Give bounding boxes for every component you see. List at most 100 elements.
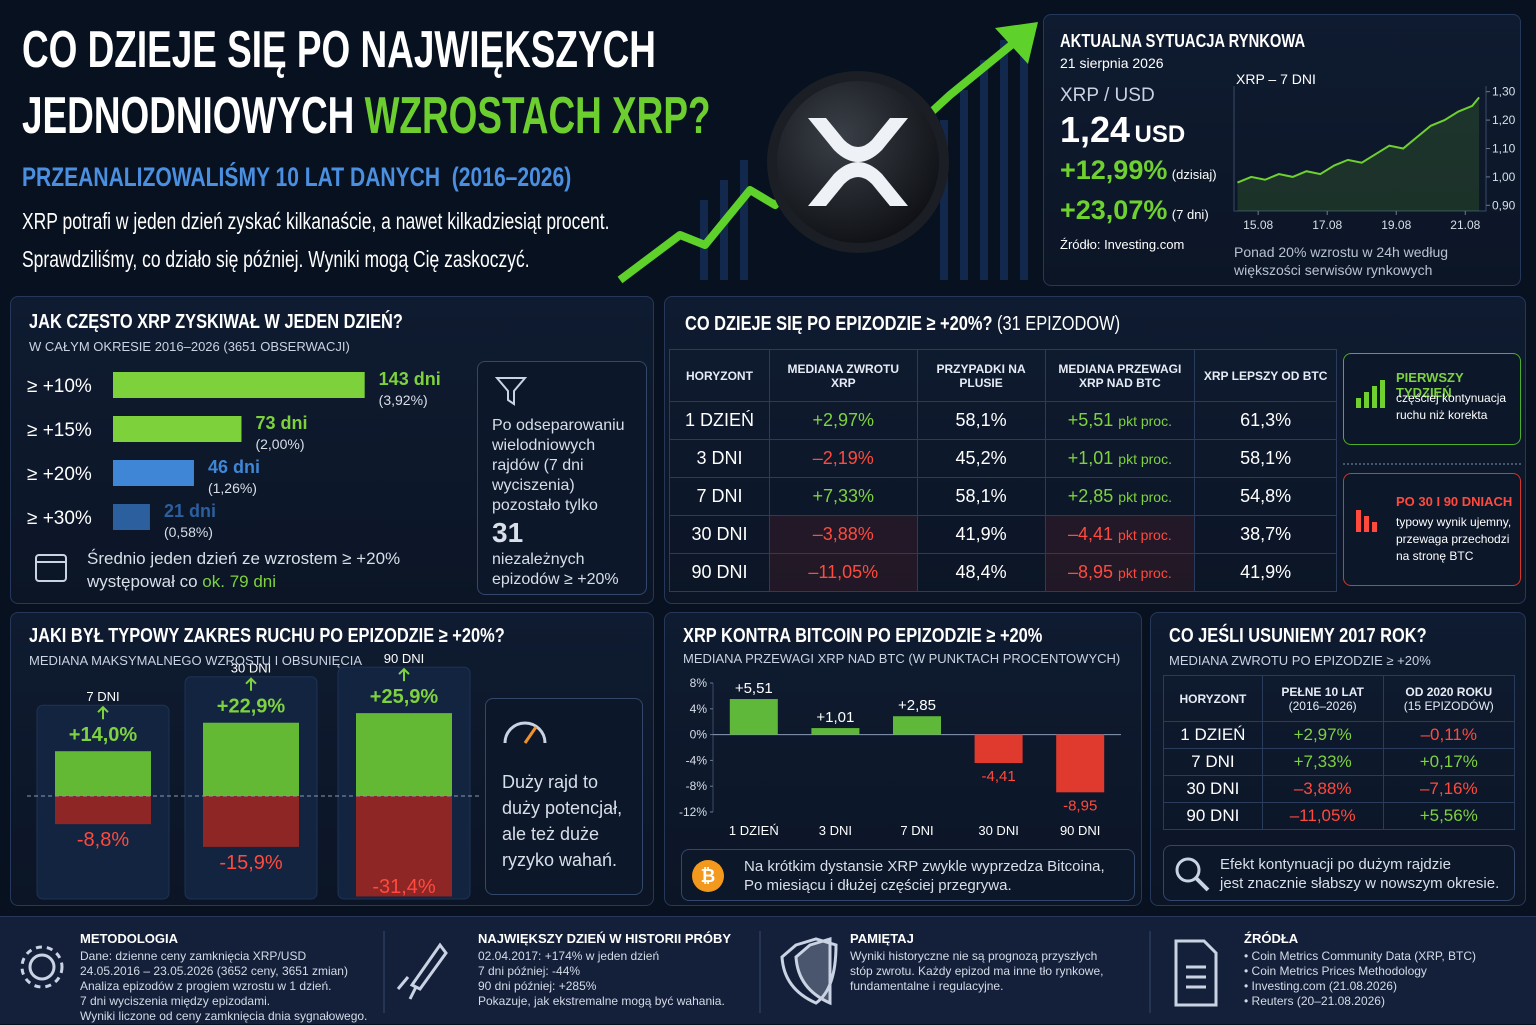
heading: JAKI BYŁ TYPOWY ZAKRES RUCHU PO EPIZODZI… bbox=[29, 625, 609, 648]
table-row: 90 DNI –11,05% +5,56% bbox=[1163, 802, 1516, 830]
bar bbox=[113, 504, 150, 530]
bar bbox=[729, 699, 778, 735]
bar-up bbox=[356, 713, 452, 796]
calendar-icon bbox=[35, 554, 67, 582]
gauge-icon bbox=[503, 721, 547, 744]
bar-down bbox=[55, 796, 151, 825]
edge-unit: pkt proc. bbox=[1118, 451, 1172, 467]
heading: XRP KONTRA BITCOIN PO EPIZODZIE ≥ +20% bbox=[683, 625, 1121, 648]
note-text: Na krótkim dystansie XRP zwykle wyprzedz… bbox=[744, 857, 1105, 895]
date: 21 sierpnia 2026 bbox=[1060, 55, 1164, 71]
horizon-cell: 1 DZIEŃ bbox=[1163, 721, 1263, 749]
value-label: +5,51 bbox=[735, 680, 773, 697]
value-label: +14,0% bbox=[69, 724, 138, 746]
median-cell: +7,33% bbox=[768, 477, 918, 516]
price-area bbox=[1237, 97, 1480, 211]
heading: CO JEŚLI USUNIEMY 2017 ROK? bbox=[1169, 625, 1483, 648]
edge-value: –8,95 bbox=[1067, 562, 1114, 582]
return-cell: –7,16% bbox=[1382, 775, 1516, 803]
separator bbox=[1343, 463, 1521, 465]
bar bbox=[113, 372, 365, 398]
return-cell: +0,17% bbox=[1382, 748, 1516, 776]
header-row: HORYZONT PEŁNE 10 LAT (2016–2026) OD 2020 R… bbox=[1163, 675, 1516, 722]
note-box: Efekt kontynuacji po dużym rajdzie jest … bbox=[1163, 845, 1515, 901]
y-tick-label: 1,00 bbox=[1492, 170, 1516, 184]
category-label: ≥ +20% bbox=[27, 464, 92, 485]
footer-block: METODOLOGIA Dane: dzienne ceny zamknięcia… bbox=[80, 931, 367, 1024]
change: +12,99% bbox=[1060, 155, 1168, 185]
note-highlight: ok. 79 dni bbox=[202, 572, 277, 591]
x-tick-label: 15.08 bbox=[1243, 218, 1273, 232]
x-tick-label: 30 DNI bbox=[978, 823, 1018, 838]
icon-shape bbox=[494, 377, 528, 406]
frequency-chart: ≥ +10% 143 dni (3,92%) ≥ +15% 73 dni (2,00%) ≥… bbox=[27, 369, 441, 540]
table-row: 3 DNI –2,19% 45,2% +1,01 pkt proc. 58,1% bbox=[669, 439, 1337, 478]
footer-line: stóp zwrotu. Każdy epizod ma inne tło ry… bbox=[850, 964, 1104, 978]
horizon-cell: 30 DNI bbox=[1163, 775, 1263, 803]
column-header: HORYZONT bbox=[669, 349, 770, 402]
filter-icon bbox=[494, 377, 528, 406]
better-cell: 54,8% bbox=[1194, 477, 1337, 516]
median-cell: +2,97% bbox=[768, 401, 918, 440]
value-label: +25,9% bbox=[370, 686, 439, 708]
share-label: (0,58%) bbox=[164, 524, 213, 540]
table-row: 7 DNI +7,33% +0,17% bbox=[1163, 748, 1516, 776]
value-label: 46 dni bbox=[208, 457, 260, 477]
footer-block: PAMIĘTAJ Wyniki historyczne nie są progno… bbox=[850, 931, 1103, 994]
bar bbox=[893, 716, 941, 735]
heading-wrap: CO DZIEJE SIĘ PO EPIZODZIE ≥ +20%? (31 E… bbox=[685, 313, 1120, 336]
heading-suffix: (31 EPIZODOW) bbox=[997, 313, 1121, 335]
price-line bbox=[1237, 96, 1480, 184]
y-tick-label: 1,10 bbox=[1492, 142, 1516, 156]
x-tick-label: 90 DNI bbox=[1060, 823, 1100, 838]
icon-shape bbox=[692, 860, 724, 892]
y-tick-label: -12% bbox=[679, 805, 707, 819]
header-line: (2016–2026) bbox=[1288, 698, 1357, 713]
subheading: MEDIANA ZWROTU PO EPIZODZIE ≥ +20% bbox=[1169, 653, 1431, 668]
better-cell: 38,7% bbox=[1194, 515, 1337, 554]
bar-down bbox=[203, 796, 299, 847]
no-2017-table: HORYZONT PEŁNE 10 LAT (2016–2026) OD 2020 R… bbox=[1163, 675, 1516, 830]
icon-glyph: ₿ bbox=[701, 866, 716, 886]
footer-title: NAJWIĘKSZY DZIEŃ W HISTORII PRÓBY bbox=[478, 931, 732, 946]
median-cell: –2,19% bbox=[768, 439, 918, 478]
footer-line: 90 dni później: +285% bbox=[478, 979, 597, 993]
return-cell: +2,97% bbox=[1261, 721, 1384, 749]
edge-value: +2,85 bbox=[1067, 486, 1114, 506]
icon-shape bbox=[523, 726, 538, 744]
price-row: 1,24 USD bbox=[1060, 109, 1185, 151]
footer-line: • Coin Metrics Prices Methodology bbox=[1244, 964, 1427, 978]
note-box: Duży rajd to duży potencjał, ale też duż… bbox=[485, 698, 643, 895]
heading-text: JAK CZĘSTO XRP ZYSKIWAŁ W JEDEN DZIEŃ? bbox=[29, 311, 403, 333]
footer-block: ŹRÓDŁA • Coin Metrics Community Data (XRP… bbox=[1244, 931, 1476, 1009]
up-arrow bbox=[398, 667, 410, 682]
vs-btc-panel: 8% 4% 0% -4% -8% -12% +5,51 1 DZIEŃ +1,01 3 DNI +2… bbox=[664, 612, 1142, 906]
bar bbox=[113, 416, 242, 442]
category-label: 30 DNI bbox=[231, 661, 271, 676]
chart-title: XRP – 7 DNI bbox=[1236, 71, 1316, 87]
title-line: JEDNODNIOWYCH WZROSTACH XRP? bbox=[22, 90, 992, 142]
intro: Sprawdziliśmy, co działo się później. Wy… bbox=[22, 246, 530, 272]
bitcoin-icon: ₿ bbox=[692, 860, 724, 892]
horizon-cell: 90 DNI bbox=[1163, 802, 1263, 830]
xrp-logo bbox=[808, 118, 908, 206]
y-tick-label: 0% bbox=[690, 728, 708, 742]
header-line: (15 EPIZODÓW) bbox=[1403, 698, 1494, 713]
side-number: 31 bbox=[492, 517, 524, 548]
bar-up bbox=[203, 722, 299, 796]
search-icon bbox=[1175, 857, 1210, 892]
callout-negative: PO 30 I 90 DNIACH typowy wynik ujemny, p… bbox=[1343, 473, 1521, 586]
episodes-panel: CO DZIEJE SIĘ PO EPIZODZIE ≥ +20%? (31 E… bbox=[664, 296, 1526, 604]
y-tick-label: 1,30 bbox=[1492, 85, 1516, 99]
subheading: W CAŁYM OKRESIE 2016–2026 (3651 OBSERWAC… bbox=[29, 339, 350, 354]
footer-line: Pokazuje, jak ekstremalne mogą być wahan… bbox=[478, 994, 725, 1008]
frequency-panel: JAK CZĘSTO XRP ZYSKIWAŁ W JEDEN DZIEŃ? W… bbox=[10, 296, 654, 604]
return-cell: –0,11% bbox=[1382, 721, 1516, 749]
heading: JAK CZĘSTO XRP ZYSKIWAŁ W JEDEN DZIEŃ? bbox=[29, 311, 485, 334]
x-tick-label: 19.08 bbox=[1381, 218, 1411, 232]
market-panel: AKTUALNA SYTUACJA RYNKOWA 21 sierpnia 20… bbox=[1043, 14, 1521, 286]
footer-line: 7 dni później: -44% bbox=[478, 964, 581, 978]
market-note: Ponad 20% wzrostu w 24h według większośc… bbox=[1234, 244, 1449, 278]
median-cell: –11,05% bbox=[768, 553, 918, 592]
column-header: PEŁNE 10 LAT (2016–2026) bbox=[1261, 675, 1384, 722]
